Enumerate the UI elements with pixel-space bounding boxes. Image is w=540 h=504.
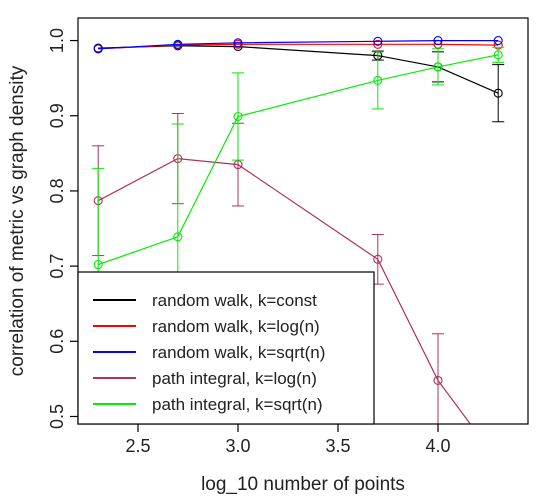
data-point	[494, 458, 502, 466]
data-point	[233, 111, 243, 122]
data-point	[173, 39, 183, 49]
x-axis-label: log_10 number of points	[201, 474, 405, 495]
series-line	[98, 43, 499, 50]
legend-label: random walk, k=log(n)	[152, 317, 320, 336]
data-point	[433, 62, 443, 72]
y-tick-label: 1.0	[47, 28, 67, 53]
x-tick-label: 2.5	[125, 436, 150, 456]
series-1	[93, 41, 505, 123]
y-tick-label: 0.8	[47, 178, 67, 203]
series-line	[98, 54, 499, 266]
legend: random walk, k=const random walk, k=log(n…	[77, 271, 375, 425]
data-point	[493, 50, 503, 60]
y-axis-label: correlation of metric vs graph density	[7, 65, 28, 376]
data-point	[433, 36, 443, 46]
data-point	[233, 160, 243, 170]
data-point	[373, 39, 383, 49]
data-point	[373, 36, 383, 46]
series-5	[92, 46, 505, 362]
y-tick-label: 0.6	[47, 329, 67, 354]
series-line	[97, 157, 472, 424]
data-point	[493, 88, 503, 98]
data-point	[493, 36, 503, 46]
data-point	[373, 254, 383, 264]
x-tick-label: 3.0	[225, 436, 250, 456]
data-point	[173, 232, 183, 242]
data-point	[373, 75, 383, 85]
series-line	[98, 39, 499, 50]
legend-label: path integral, k=sqrt(n)	[152, 395, 323, 414]
y-tick-label: 0.9	[47, 103, 67, 128]
data-point	[93, 44, 103, 54]
y-tick-label: 0.5	[47, 404, 67, 429]
series-3	[93, 36, 503, 54]
data-point	[233, 38, 243, 48]
series-layer	[92, 36, 505, 466]
y-axis-ticks: 0.5 0.6 0.7 0.8 0.9 1.0	[47, 28, 78, 429]
data-point	[93, 260, 103, 270]
data-point	[433, 375, 443, 385]
y-tick-label: 0.7	[47, 254, 67, 279]
legend-label: path integral, k=log(n)	[152, 369, 317, 388]
legend-label: random walk, k=const	[152, 291, 317, 310]
legend-box	[77, 271, 375, 425]
x-axis-ticks: 2.5 3.0 3.5 4.0	[125, 424, 451, 456]
legend-label: random walk, k=sqrt(n)	[152, 343, 325, 362]
x-tick-label: 4.0	[425, 436, 450, 456]
x-tick-label: 3.5	[325, 436, 350, 456]
